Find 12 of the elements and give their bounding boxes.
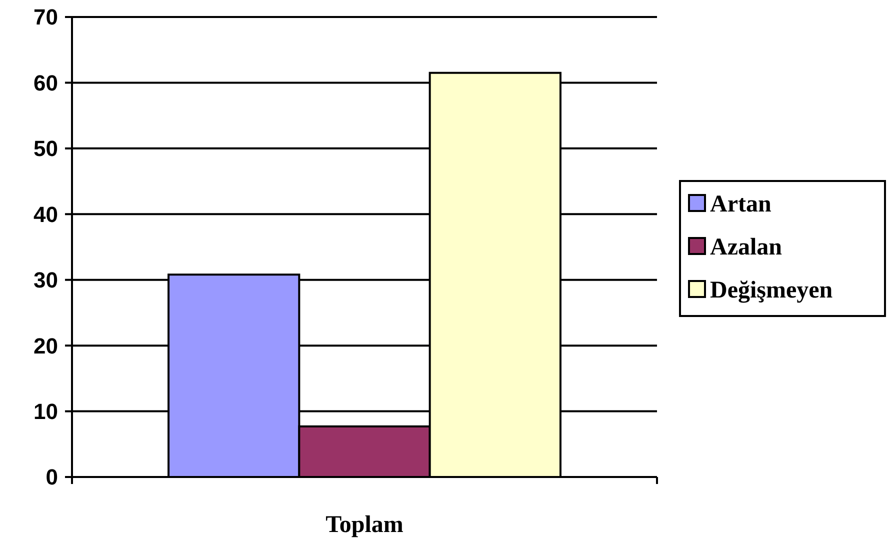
x-tick-label: Toplam	[326, 512, 404, 538]
y-tick-label: 10	[34, 398, 58, 424]
y-tick-label: 30	[34, 268, 58, 293]
y-tick-label: 60	[34, 70, 58, 96]
legend-label: Azalan	[710, 234, 782, 260]
y-tick-label: 0	[46, 464, 58, 490]
y-tick-label: 40	[34, 202, 58, 227]
legend-label: Artan	[710, 191, 772, 218]
y-tick-label: 20	[34, 333, 58, 358]
legend-label: Değişmeyen	[710, 277, 833, 304]
y-tick-label: 70	[34, 4, 58, 30]
y-tick-label: 50	[34, 136, 58, 162]
